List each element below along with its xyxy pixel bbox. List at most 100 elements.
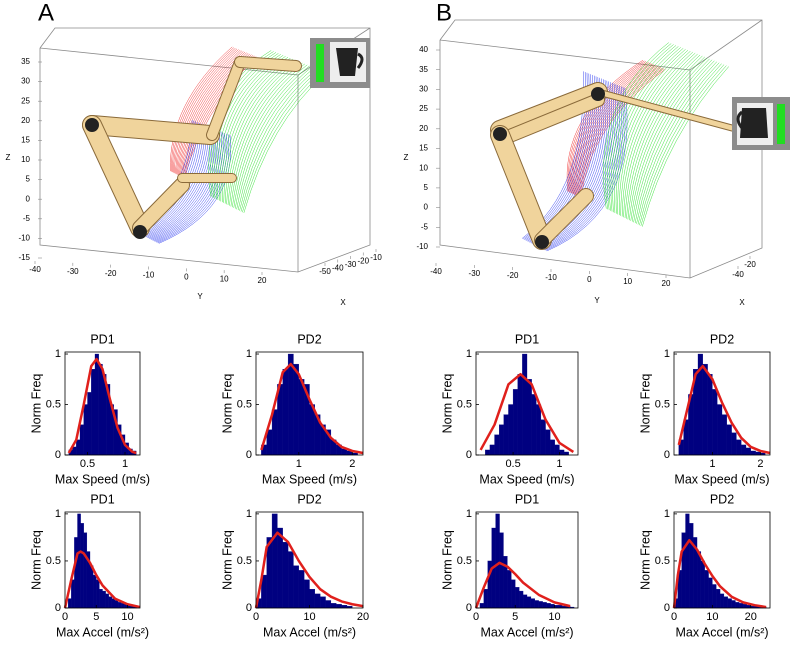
y-axis-label: Norm Freq [29, 374, 43, 434]
z-tick-label: -5 [421, 222, 429, 231]
y-axis-label: Norm Freq [638, 374, 652, 434]
y-axis-label: Norm Freq [220, 530, 234, 590]
histogram-bar [727, 598, 732, 609]
y-tick-label: 0 [587, 275, 592, 284]
histogram-bar [717, 404, 723, 456]
trajectory [621, 52, 696, 217]
y-tick-label: 1 [246, 508, 252, 520]
y-axis-label: Norm Freq [220, 374, 234, 434]
trajectory [174, 49, 241, 174]
x-tick-label: 10 [706, 611, 718, 623]
trajectory [155, 133, 226, 243]
histogram-bar [534, 600, 539, 609]
histogram-bar [742, 604, 748, 609]
histogram-bar [731, 600, 736, 609]
histogram-bar [554, 605, 559, 609]
histogram-bar [277, 527, 283, 609]
x-tick-label: -20 [357, 257, 369, 266]
y-tick-label: 10 [220, 274, 229, 283]
histogram-bar [550, 604, 555, 609]
histogram-bar [92, 574, 97, 609]
z-tick-label: 25 [21, 96, 30, 105]
trajectory [576, 65, 659, 196]
histogram-bar [517, 374, 523, 456]
trajectory [610, 46, 679, 212]
y-tick-label: 0 [466, 602, 472, 614]
x-tick-label: 5 [93, 611, 99, 623]
trajectory [636, 62, 720, 224]
y-axis-label: Norm Freq [440, 530, 454, 590]
z-tick-label: 15 [419, 144, 428, 153]
trajectory [237, 68, 317, 211]
histogram-bar [341, 605, 348, 609]
decoration [39, 19, 790, 279]
y-tick-label: 0 [466, 449, 472, 461]
object-inset [310, 38, 370, 88]
y-tick-label: 20 [258, 276, 267, 285]
trajectory [617, 50, 689, 215]
axes-frame [475, 351, 579, 456]
trajectory [243, 72, 327, 213]
y-tick-label: -30 [67, 267, 79, 276]
object-inset [732, 97, 790, 150]
x-tick-label: 1 [556, 458, 562, 470]
histogram-bar [546, 603, 551, 609]
trajectory [575, 65, 657, 196]
fit-curve [677, 364, 771, 455]
x-axis-label: Max Accel (m/s²) [56, 625, 149, 639]
histogram-bar [542, 602, 547, 609]
y-axis-label: Y [197, 292, 203, 301]
histogram-bar [685, 513, 690, 609]
histogram-bar [739, 603, 744, 609]
trajectory [608, 45, 677, 211]
histogram-bar [74, 537, 78, 609]
trajectory [540, 83, 616, 248]
axes-frame [64, 351, 141, 456]
histogram-bar [72, 446, 77, 456]
histogram-bar [87, 392, 92, 456]
x-axis-label: X [340, 298, 346, 307]
histogram-bar [330, 603, 337, 609]
trajectory [640, 65, 727, 226]
z-tick-label: 15 [21, 136, 30, 145]
panel-label: A [38, 0, 54, 26]
histogram-bar [696, 551, 702, 609]
histogram-bar [723, 596, 728, 609]
histogram-bar [750, 450, 756, 456]
y-tick-label: 1 [246, 348, 252, 360]
histogram-bar [745, 447, 751, 456]
histogram-bar [536, 404, 542, 456]
histogram-bar [746, 605, 751, 609]
y-tick-label: 0.5 [46, 398, 61, 410]
y-tick-label: 0.5 [655, 555, 670, 567]
histogram-bar [287, 551, 294, 609]
z-tick-label: 30 [419, 85, 428, 94]
trajectory [150, 129, 217, 240]
histogram-bar [563, 451, 569, 456]
histogram-bar [77, 513, 81, 609]
trajectory [634, 61, 717, 224]
y-axis-label: Norm Freq [29, 530, 43, 590]
histogram-bar [726, 424, 732, 456]
fit-curve [474, 561, 571, 609]
z-tick-label: 25 [419, 104, 428, 113]
z-tick-label: -15 [18, 253, 30, 262]
trajectory [232, 64, 308, 208]
histogram-bar [707, 374, 713, 456]
z-tick-label: 5 [26, 175, 31, 184]
trajectory [580, 68, 665, 198]
arm-segment [535, 189, 593, 247]
trajectory [614, 48, 684, 213]
trajectory [578, 67, 662, 197]
x-tick-label: -30 [345, 260, 357, 269]
y-tick-label: -10 [143, 271, 155, 280]
trajectory [239, 69, 320, 211]
chart-title: PD2 [710, 332, 734, 346]
x-tick-label: 10 [121, 611, 133, 623]
axes-frame [64, 511, 141, 609]
z-axis-label: Z [6, 153, 11, 162]
y-tick-label: 10 [623, 277, 632, 286]
arm-segment [235, 57, 301, 71]
histogram-bar [494, 434, 500, 456]
